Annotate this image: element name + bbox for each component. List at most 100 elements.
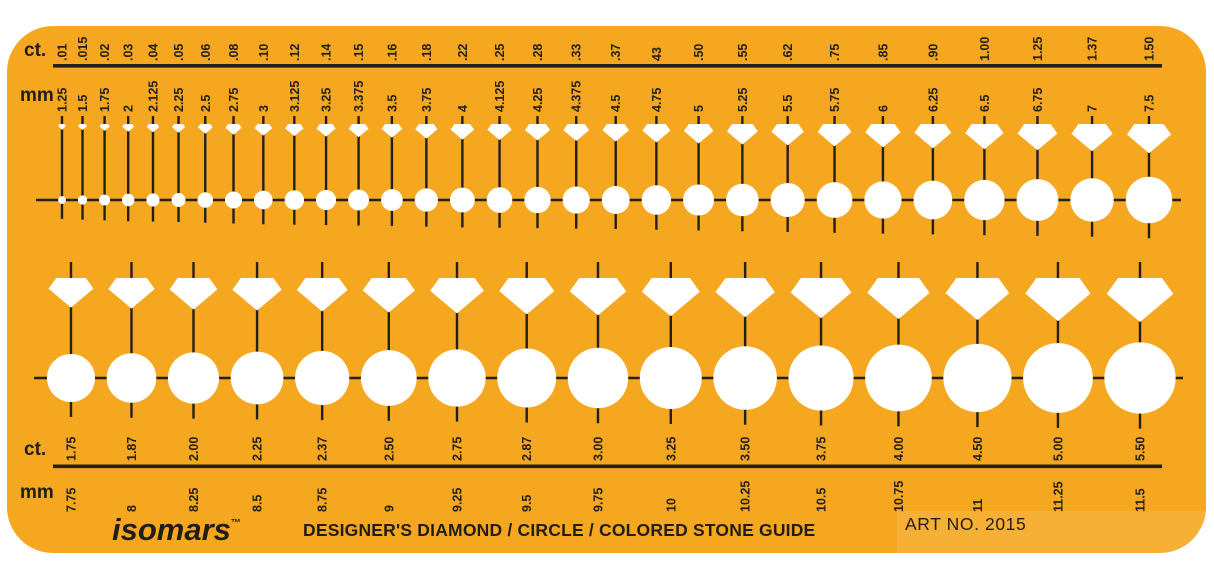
top-mm-value-label: 2.125: [146, 81, 160, 112]
large-diamond-cutout: [430, 278, 484, 314]
bottom-carat-value-label: 5.50: [1134, 437, 1148, 461]
small-circle-cutout: [641, 185, 672, 215]
top-mm-value-label: 3.125: [288, 81, 302, 112]
large-circle-cutout: [865, 344, 932, 412]
small-circle-cutout: [58, 196, 66, 204]
large-circle-cutout: [497, 348, 557, 408]
top-mm-value-label: 6.25: [926, 88, 940, 112]
large-diamond-cutout: [1025, 278, 1091, 322]
top-mm-value-label: 2.25: [172, 88, 186, 112]
top-scale-rule: [53, 64, 1162, 68]
top-carat-value-label: .16: [385, 44, 399, 61]
top-mm-value-label: 6: [876, 105, 890, 112]
bottom-mm-value-label: 10: [664, 498, 678, 512]
small-circle-cutout: [315, 189, 337, 211]
top-mm-value-label: 3.75: [420, 88, 434, 112]
bottom-carat-value-label: 2.87: [520, 437, 534, 461]
small-diamond-cutout: [1126, 124, 1172, 154]
large-diamond-cutout: [499, 278, 555, 315]
small-diamond-cutout: [450, 124, 475, 140]
small-circle-cutout: [414, 188, 438, 212]
small-circle-cutout: [1016, 179, 1059, 221]
top-carat-value-label: .08: [227, 44, 241, 61]
small-diamond-cutout: [771, 124, 804, 146]
small-circle-cutout: [1125, 176, 1173, 224]
top-mm-value-label: 1.25: [56, 88, 70, 112]
large-diamond-cutout: [169, 278, 218, 310]
small-circle-cutout: [524, 186, 551, 214]
top-carat-value-label: .01: [56, 44, 70, 61]
large-diamond-cutout: [232, 278, 282, 311]
top-mm-value-label: 3.5: [385, 95, 399, 112]
small-diamond-cutout: [99, 124, 110, 131]
top-carat-value-label: .33: [570, 44, 584, 61]
small-diamond-cutout: [285, 124, 304, 137]
small-diamond-cutout: [642, 124, 671, 143]
large-circle-cutout: [295, 350, 350, 406]
top-carat-value-label: .90: [926, 44, 940, 61]
top-mm-value-label: 2.5: [199, 95, 213, 112]
large-circle-cutout: [360, 350, 417, 406]
top-carat-value-label: .06: [199, 44, 213, 61]
bottom-carat-value-label: 1.87: [125, 437, 139, 461]
small-circle-cutout: [486, 187, 513, 213]
bottom-mm-value-label: 7.75: [65, 488, 79, 512]
bottom-carat-value-label: 3.00: [591, 437, 605, 461]
small-circle-cutout: [381, 189, 403, 211]
bottom-mm-value-label: 9.75: [591, 488, 605, 512]
top-carat-value-label: .55: [736, 44, 750, 61]
large-circle-cutout: [46, 353, 96, 403]
top-mm-value-label: 6.75: [1031, 88, 1045, 112]
top-carat-value-label: .62: [781, 44, 795, 61]
small-diamond-cutout: [1017, 124, 1058, 151]
top-carat-value-label: .22: [456, 44, 470, 61]
top-mm-value-label: 7: [1086, 105, 1100, 112]
top-mm-value-label: 6.5: [978, 95, 992, 112]
top-carat-value-label: .25: [493, 44, 507, 61]
top-mm-value-label: 4: [456, 105, 470, 112]
large-diamond-cutout: [48, 278, 94, 308]
top-carat-value-label: 43: [650, 47, 664, 61]
small-circle-cutout: [77, 195, 88, 205]
large-diamond-cutout: [641, 278, 700, 317]
small-circle-cutout: [913, 180, 953, 220]
small-diamond-cutout: [726, 124, 758, 145]
bottom-carat-value-label: 1.75: [65, 437, 79, 461]
large-diamond-cutout: [108, 278, 155, 309]
bottom-mm-value-label: 11.5: [1134, 488, 1148, 512]
large-circle-cutout: [1104, 342, 1176, 414]
top-mm-value-label: 4.25: [531, 88, 545, 112]
top-mm-value-label: 4.125: [493, 81, 507, 112]
small-circle-cutout: [284, 190, 305, 210]
top-carat-value-label: .03: [122, 44, 136, 61]
bottom-mm-value-label: 9: [382, 505, 396, 512]
top-carat-value-label: .05: [172, 44, 186, 61]
small-diamond-cutout: [965, 124, 1004, 150]
top-mm-value-label: 4.5: [609, 95, 623, 112]
bottom-mm-value-label: 10.25: [739, 481, 753, 512]
bottom-carat-value-label: 4.00: [892, 437, 906, 461]
top-mm-value-label: 3: [257, 105, 271, 112]
small-diamond-cutout: [58, 124, 66, 130]
large-circle-cutout: [713, 346, 777, 410]
top-mm-value-label: 2.75: [227, 88, 241, 112]
small-diamond-cutout: [197, 124, 213, 134]
small-circle-cutout: [770, 182, 805, 218]
top-carat-value-label: 1.00: [978, 37, 992, 61]
small-circle-cutout: [197, 192, 214, 208]
small-diamond-cutout: [817, 124, 852, 147]
bottom-carat-value-label: 2.50: [382, 437, 396, 461]
bottom-mm-value-label: 8.25: [187, 488, 201, 512]
bottom-mm-value-label: 10.75: [892, 481, 906, 512]
top-mm-value-label: 3.375: [352, 81, 366, 112]
large-diamond-cutout: [790, 278, 852, 319]
top-carat-value-label: .14: [320, 44, 334, 61]
top-carat-value-label: .85: [876, 44, 890, 61]
small-circle-cutout: [816, 182, 853, 218]
small-diamond-cutout: [1071, 124, 1113, 152]
top-mm-value-label: 7.5: [1143, 95, 1157, 112]
top-carat-value-label: .04: [146, 44, 160, 61]
large-circle-cutout: [106, 353, 157, 403]
small-circle-cutout: [449, 187, 475, 213]
